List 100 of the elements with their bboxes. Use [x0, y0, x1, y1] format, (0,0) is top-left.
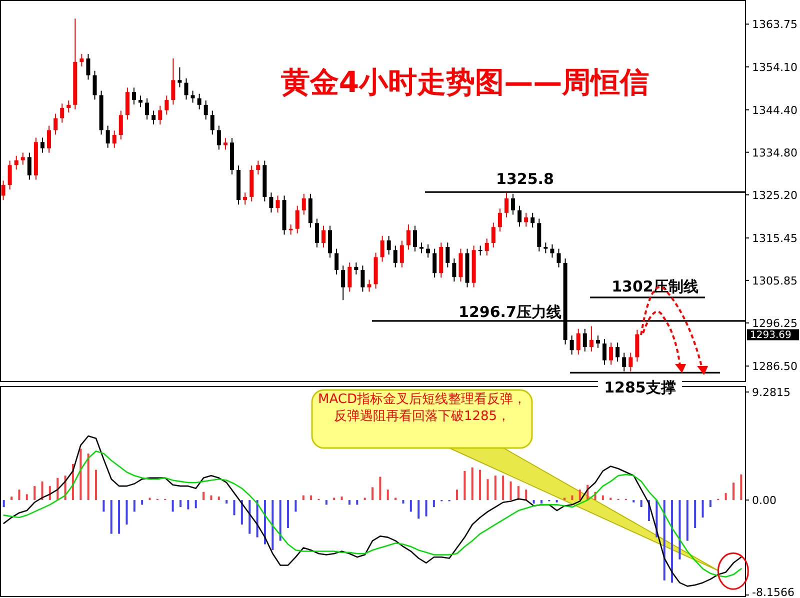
bar	[386, 490, 389, 500]
candlestick	[269, 192, 274, 213]
bar	[640, 500, 642, 508]
candlestick	[40, 137, 44, 154]
ref-line-label: 1285支撑	[604, 378, 676, 397]
candlestick	[86, 54, 90, 80]
y-tick-label: 0.00	[752, 494, 776, 508]
candlestick	[321, 225, 326, 248]
candlestick	[164, 95, 169, 116]
candlestick	[478, 245, 482, 256]
bar	[187, 500, 190, 510]
candlestick	[54, 113, 58, 136]
bar	[279, 500, 282, 541]
bar	[233, 500, 236, 516]
candlestick	[334, 248, 339, 275]
bar	[494, 476, 496, 500]
bar	[702, 500, 704, 518]
candlestick	[60, 103, 64, 124]
bar	[525, 490, 528, 500]
candlestick	[295, 205, 300, 234]
bar	[502, 476, 504, 500]
candlestick	[27, 152, 32, 180]
bar	[202, 492, 205, 500]
y-tick-label: 1296.25	[752, 316, 798, 330]
candlestick	[602, 338, 606, 366]
candlestick	[635, 329, 640, 362]
bar	[610, 498, 612, 500]
candlestick	[484, 238, 489, 256]
y-tick-label: 1363.75	[752, 18, 798, 32]
candlestick	[458, 248, 463, 282]
candlestick	[145, 98, 150, 120]
candlestick	[420, 242, 424, 254]
bar	[479, 470, 482, 500]
bar	[126, 500, 128, 524]
candlestick	[197, 93, 202, 110]
candlestick	[14, 155, 18, 170]
bar	[379, 476, 382, 500]
bar	[410, 500, 412, 512]
text: 1293.69	[750, 330, 792, 342]
candlestick	[412, 225, 417, 252]
candlestick	[112, 130, 116, 148]
bar	[179, 500, 182, 508]
bar	[671, 500, 674, 583]
bar	[709, 500, 712, 508]
bar	[34, 486, 36, 500]
candlestick	[47, 125, 52, 154]
bar	[226, 500, 228, 504]
candlestick	[452, 258, 456, 282]
bar	[564, 498, 566, 500]
bar	[294, 500, 297, 512]
candlestick	[393, 245, 398, 268]
text: 黄金4小时走势图——周恒信	[280, 65, 650, 99]
candlestick	[8, 160, 12, 190]
bar	[48, 486, 51, 500]
bar	[10, 496, 13, 500]
bar	[102, 500, 105, 512]
annotation: MACD指标金叉后短线整理看反弹，反弹遇阻再看回落下破1285，	[317, 391, 527, 425]
bar	[194, 500, 197, 508]
bar	[578, 490, 581, 500]
bar	[517, 486, 520, 500]
bar	[18, 490, 20, 500]
bar	[694, 500, 696, 528]
candlestick	[589, 326, 594, 352]
candlestick	[524, 212, 528, 228]
y-tick-label: 9.2815	[752, 386, 790, 399]
candlestick	[628, 352, 633, 372]
bar	[394, 498, 397, 500]
candlestick	[80, 54, 84, 67]
bar	[340, 496, 343, 500]
candlestick	[582, 328, 587, 352]
bar	[686, 500, 688, 541]
y-tick-label: 1334.80	[752, 146, 798, 160]
candlestick	[491, 222, 496, 248]
candlestick	[152, 110, 156, 125]
y-tick-label: -8.1566	[752, 586, 794, 598]
candlestick	[360, 265, 365, 292]
candlestick	[66, 100, 71, 113]
bar	[425, 500, 428, 516]
candlestick	[354, 262, 358, 275]
bar	[402, 500, 404, 504]
bar	[348, 500, 350, 505]
bar	[302, 495, 304, 500]
bar	[172, 500, 174, 512]
bar	[218, 496, 220, 500]
candlestick	[348, 262, 352, 292]
ref-line-label: 1296.7压力线	[458, 302, 562, 321]
candlestick	[616, 342, 620, 362]
y-tick-label: 1315.45	[752, 232, 798, 245]
candlestick	[504, 192, 508, 218]
candlestick	[158, 105, 162, 125]
candlestick	[530, 212, 535, 228]
bar	[240, 500, 243, 524]
bar	[602, 495, 604, 500]
candlestick	[426, 244, 430, 258]
bar	[210, 495, 212, 500]
bar	[95, 470, 98, 500]
y-tick-label: 1286.50	[752, 360, 798, 374]
bar	[2, 500, 5, 508]
bar	[26, 494, 28, 500]
candlestick	[216, 125, 221, 150]
